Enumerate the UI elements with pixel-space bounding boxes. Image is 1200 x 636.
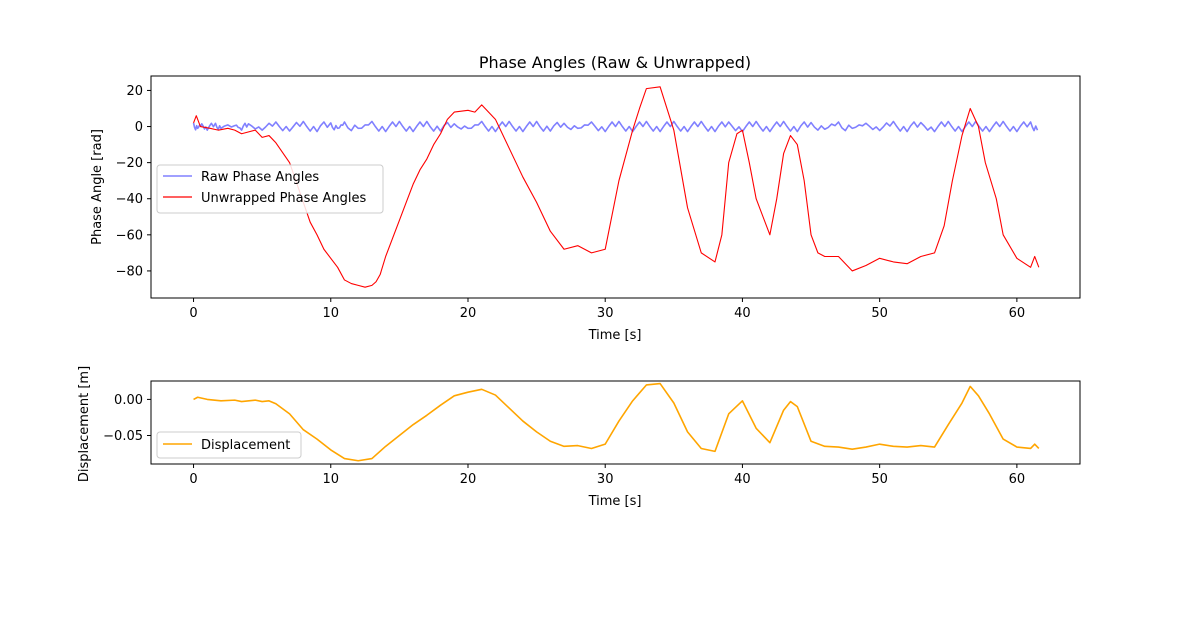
top-legend: Raw Phase Angles Unwrapped Phase Angles xyxy=(156,164,384,214)
bottom-x-tick-label: 50 xyxy=(871,472,888,487)
top-x-tick-label: 0 xyxy=(189,306,197,321)
top-plot-frame xyxy=(150,75,1081,299)
displacement-line xyxy=(193,382,1040,462)
top-x-tick-label: 20 xyxy=(460,306,477,321)
bottom-x-tick-label: 60 xyxy=(1009,472,1026,487)
bottom-series-group xyxy=(193,382,1040,462)
top-y-tick-label: −40 xyxy=(116,192,143,207)
top-x-axis: 0 10 20 30 40 50 60 xyxy=(189,298,1025,321)
top-y-tick-label: 20 xyxy=(126,84,143,99)
legend-label-displacement: Displacement xyxy=(201,438,290,453)
raw-phase-angles-line xyxy=(192,120,1039,133)
legend-label-raw: Raw Phase Angles xyxy=(201,170,319,185)
top-legend-box xyxy=(156,164,384,214)
bottom-x-axis: 0 10 20 30 40 50 60 xyxy=(189,464,1025,487)
bottom-y-tick-label: −0.05 xyxy=(103,429,143,444)
displacement-chart: 0 10 20 30 40 50 60 0.00 −0.05 Time [s] Displac… xyxy=(77,366,1081,509)
top-y-tick-label: −80 xyxy=(116,264,143,279)
bottom-legend-box xyxy=(156,431,302,459)
top-x-tick-label: 40 xyxy=(734,306,751,321)
bottom-y-axis-label: Displacement [m] xyxy=(77,366,92,482)
legend-label-unwrapped: Unwrapped Phase Angles xyxy=(201,191,367,206)
top-x-tick-label: 30 xyxy=(597,306,614,321)
top-y-tick-label: −60 xyxy=(116,228,143,243)
top-x-axis-label: Time [s] xyxy=(588,328,642,343)
top-x-tick-label: 60 xyxy=(1009,306,1026,321)
unwrapped-phase-angles-line xyxy=(193,86,1040,288)
bottom-x-tick-label: 10 xyxy=(322,472,339,487)
phase-angles-chart: Phase Angles (Raw & Unwrapped) 0 10 20 30 40… xyxy=(90,53,1081,343)
bottom-x-tick-label: 20 xyxy=(460,472,477,487)
top-y-tick-label: −20 xyxy=(116,156,143,171)
top-y-axis-label: Phase Angle [rad] xyxy=(90,129,105,245)
bottom-x-tick-label: 30 xyxy=(597,472,614,487)
top-y-axis: 20 0 −20 −40 −60 −80 xyxy=(116,84,151,279)
bottom-x-axis-label: Time [s] xyxy=(588,494,642,509)
top-x-tick-label: 10 xyxy=(322,306,339,321)
bottom-x-tick-label: 0 xyxy=(189,472,197,487)
bottom-x-tick-label: 40 xyxy=(734,472,751,487)
top-series-group xyxy=(192,86,1040,288)
top-y-tick-label: 0 xyxy=(135,120,143,135)
top-chart-title: Phase Angles (Raw & Unwrapped) xyxy=(479,53,751,72)
bottom-y-axis: 0.00 −0.05 xyxy=(103,393,151,444)
bottom-plot-frame xyxy=(150,380,1081,465)
bottom-y-tick-label: 0.00 xyxy=(114,393,143,408)
bottom-legend: Displacement xyxy=(156,431,302,459)
top-x-tick-label: 50 xyxy=(871,306,888,321)
